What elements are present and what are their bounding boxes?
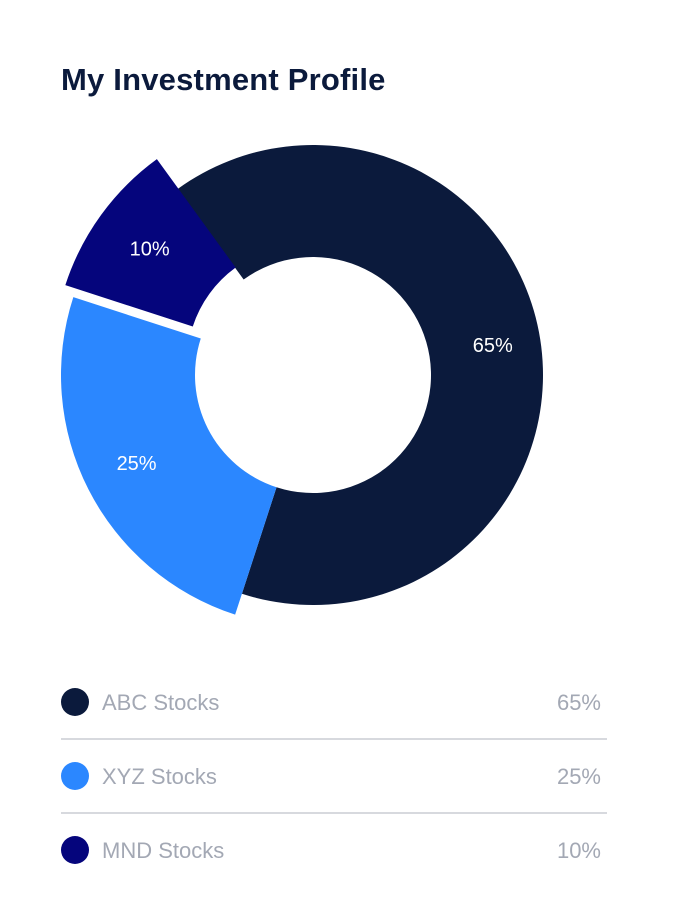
legend-label-xyz: XYZ Stocks (102, 764, 217, 789)
legend-item-mnd: MND Stocks 10% (61, 814, 607, 886)
legend-value-abc: 65% (556, 690, 601, 715)
legend-item-abc: ABC Stocks 65% (61, 666, 607, 740)
legend-label-abc: ABC Stocks (102, 690, 220, 715)
legend-label-mnd: MND Stocks (102, 838, 225, 863)
legend-swatch-abc (61, 688, 89, 716)
legend-value-xyz: 25% (556, 764, 601, 789)
slice-label-xyz: 25% (117, 453, 157, 475)
donut-slice-mnd (65, 159, 236, 327)
donut-slice-abc (177, 144, 543, 606)
chart-legend: ABC Stocks 65% XYZ Stocks 25% MND Stocks… (61, 666, 607, 886)
legend-swatch-mnd (61, 836, 89, 864)
donut-slices (60, 144, 543, 615)
donut-chart: 65% 25% 10% (60, 144, 543, 615)
slice-label-mnd: 10% (130, 238, 170, 260)
donut-slice-labels: 65% 25% 10% (117, 238, 513, 475)
slice-label-abc: 65% (473, 335, 513, 357)
donut-slice-xyz (60, 297, 277, 615)
legend-swatch-xyz (61, 762, 89, 790)
legend-item-xyz: XYZ Stocks 25% (61, 740, 607, 814)
page-title: My Investment Profile (61, 62, 386, 97)
legend-value-mnd: 10% (556, 838, 601, 863)
